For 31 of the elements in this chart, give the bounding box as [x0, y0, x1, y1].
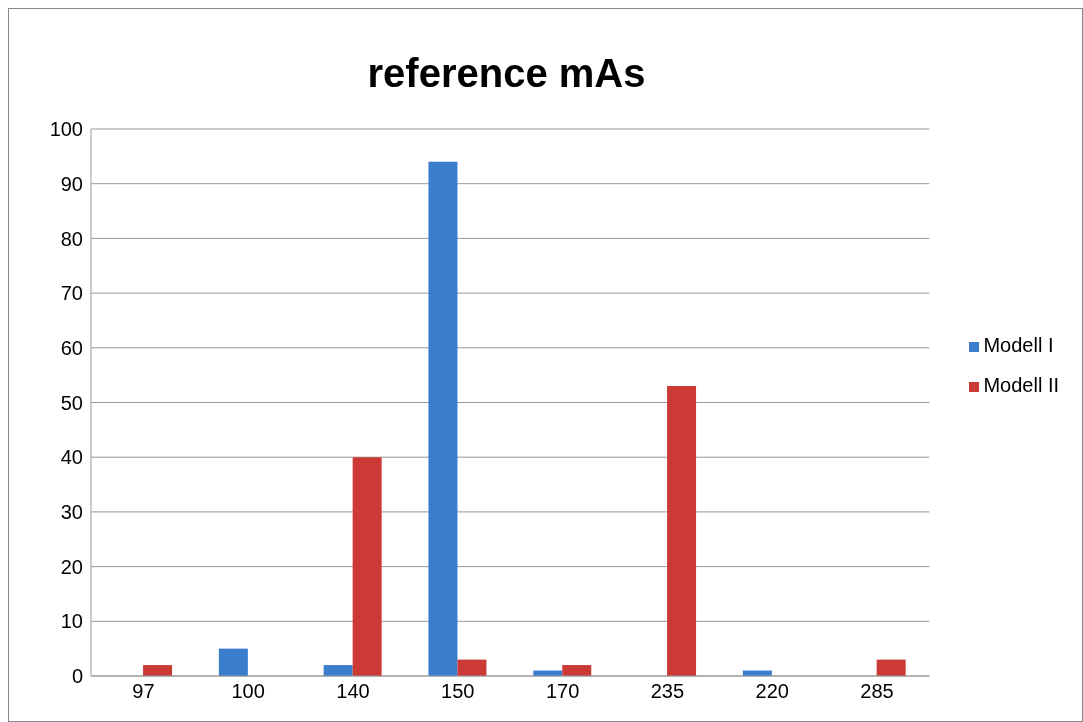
bar: [562, 665, 592, 676]
legend-label: Modell II: [983, 374, 1059, 396]
y-tick-label: 100: [49, 118, 83, 141]
y-tick-label: 80: [60, 227, 83, 250]
bar: [352, 457, 382, 676]
bar: [457, 659, 487, 676]
x-tick-label: 97: [132, 680, 155, 703]
y-tick-label: 70: [60, 282, 83, 305]
legend-label: Modell I: [983, 334, 1054, 356]
y-tick-label: 60: [60, 336, 83, 359]
y-tick-label: 0: [71, 665, 83, 688]
x-tick-label: 220: [755, 680, 789, 703]
y-tick-label: 30: [60, 501, 83, 523]
bar: [143, 665, 173, 676]
chart-title: reference mAs: [366, 51, 647, 96]
bar: [218, 648, 248, 676]
y-tick-label: 10: [60, 610, 83, 633]
x-tick-label: 285: [860, 680, 894, 703]
bar: [667, 386, 697, 676]
x-tick-label: 140: [336, 680, 370, 703]
bar: [428, 161, 458, 676]
x-tick-label: 150: [441, 680, 475, 703]
x-tick-label: 235: [650, 680, 685, 703]
bar: [876, 659, 906, 676]
y-tick-label: 40: [60, 446, 83, 469]
y-tick-label: 50: [60, 391, 83, 414]
y-tick-label: 20: [60, 555, 83, 578]
x-tick-label: 100: [231, 680, 265, 703]
bar: [323, 665, 353, 676]
y-tick-label: 90: [60, 172, 83, 195]
x-tick-label: 170: [545, 680, 580, 703]
